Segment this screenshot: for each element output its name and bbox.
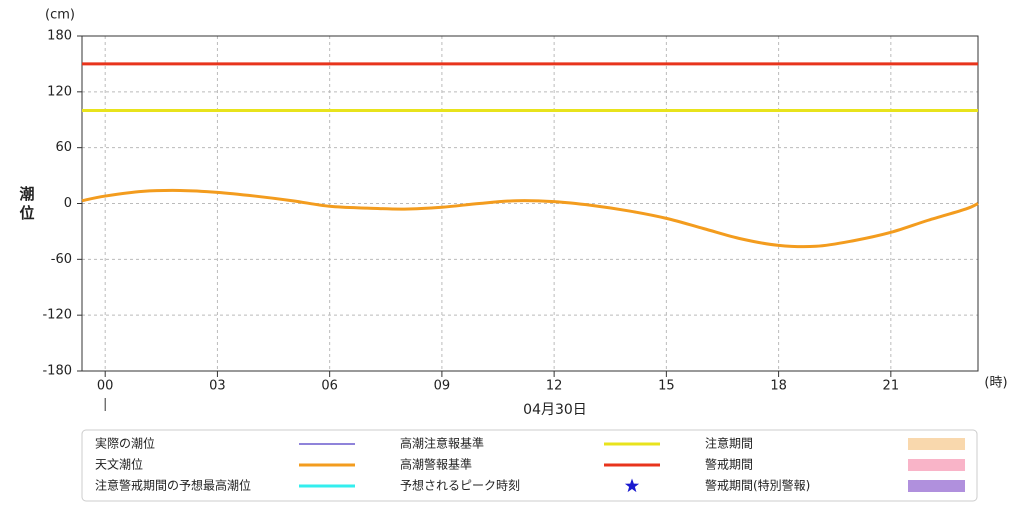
x-tick-label: 21 — [883, 379, 900, 394]
legend-label: 予想されるピーク時刻 — [400, 478, 520, 493]
y-tick-label: -180 — [42, 364, 72, 379]
x-tick-label: 03 — [209, 379, 226, 394]
legend-label: 注意期間 — [705, 436, 753, 451]
x-tick-label: 06 — [321, 379, 338, 394]
x-tick-label: 00 — [97, 379, 114, 394]
y-tick-label: 60 — [55, 140, 72, 155]
x-tick-label: 18 — [770, 379, 787, 394]
y-tick-label: -120 — [42, 308, 72, 323]
date-label: 04月30日 — [523, 402, 587, 418]
y-tick-label: 0 — [64, 196, 72, 211]
legend-label: 天文潮位 — [95, 457, 143, 472]
legend-swatch — [908, 459, 965, 471]
legend-swatch — [624, 478, 640, 493]
legend-label: 高潮注意報基準 — [400, 436, 484, 451]
tide-line — [81, 188, 979, 249]
y-tick-label: -60 — [51, 252, 72, 267]
legend-label: 注意警戒期間の予想最高潮位 — [95, 478, 251, 493]
x-tick-label: 12 — [546, 379, 563, 394]
y-tick-label: 120 — [47, 84, 72, 99]
x-unit: (時) — [984, 376, 1007, 391]
x-tick-label: 15 — [658, 379, 675, 394]
legend-swatch — [908, 438, 965, 450]
legend-label: 警戒期間 — [705, 457, 753, 472]
y-unit: (cm) — [45, 8, 75, 23]
legend-label: 警戒期間(特別警報) — [705, 478, 810, 493]
y-tick-label: 180 — [47, 29, 72, 44]
legend-swatch — [908, 480, 965, 492]
x-tick-label: 09 — [434, 379, 451, 394]
y-label: 潮位 — [18, 185, 36, 224]
legend-label: 実際の潮位 — [95, 436, 155, 451]
legend-label: 高潮警報基準 — [400, 457, 472, 472]
legend-box — [81, 429, 978, 502]
